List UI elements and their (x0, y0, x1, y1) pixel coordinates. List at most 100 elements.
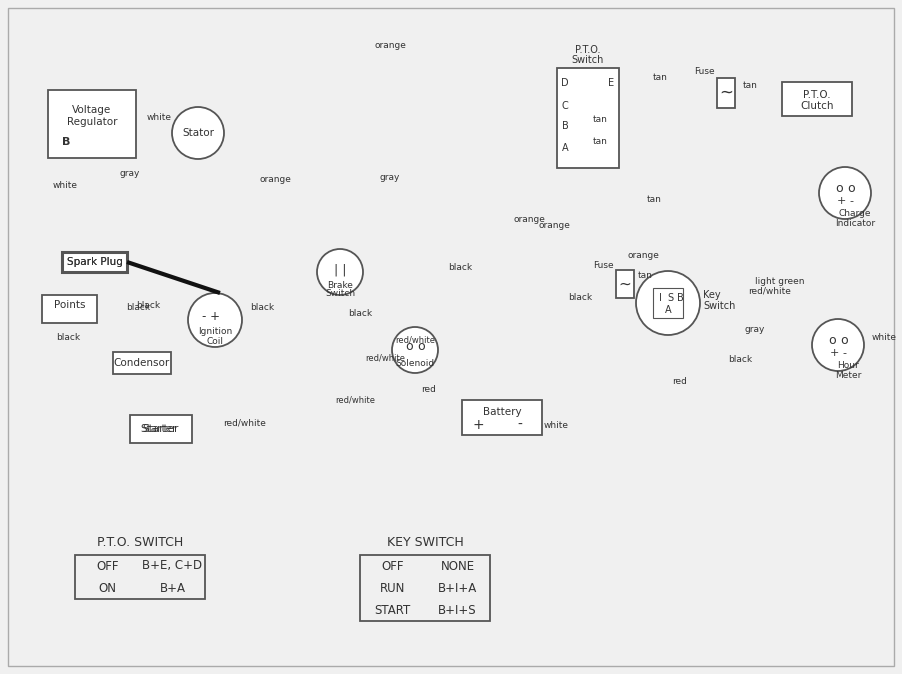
Text: black: black (348, 309, 372, 317)
Text: gray: gray (380, 173, 400, 183)
Text: Solenoid: Solenoid (395, 359, 435, 367)
Text: Indicator: Indicator (835, 218, 875, 228)
Bar (462, 400, 542, 435)
Text: B+E, C+D: B+E, C+D (143, 559, 203, 572)
Text: black: black (56, 334, 80, 342)
Text: -: - (842, 348, 846, 358)
Bar (130, 415, 192, 443)
Text: Hour: Hour (837, 361, 859, 369)
Bar (75, 555, 205, 599)
Text: orange: orange (513, 216, 545, 224)
Text: o: o (828, 334, 836, 346)
Text: orange: orange (628, 251, 660, 259)
Text: white: white (872, 332, 897, 342)
Text: o: o (418, 340, 425, 353)
Text: S: S (667, 293, 673, 303)
Text: Fuse: Fuse (594, 260, 614, 270)
Text: black: black (126, 303, 150, 313)
Text: Ignition: Ignition (198, 328, 232, 336)
Bar (113, 352, 171, 374)
Text: OFF: OFF (97, 559, 119, 572)
Text: Charge: Charge (839, 208, 871, 218)
Text: Switch: Switch (325, 290, 355, 299)
Text: red/white: red/white (365, 353, 405, 363)
Text: light green: light green (755, 276, 805, 286)
Text: Switch: Switch (572, 55, 604, 65)
Text: tan: tan (593, 137, 607, 146)
Text: ~: ~ (719, 84, 733, 102)
Text: OFF: OFF (382, 559, 404, 572)
Text: START: START (374, 603, 410, 617)
Text: C: C (562, 101, 568, 111)
Text: D: D (561, 78, 569, 88)
Text: ~: ~ (619, 276, 631, 291)
Text: B+I+S: B+I+S (438, 603, 477, 617)
Text: Meter: Meter (835, 371, 861, 379)
Circle shape (172, 107, 224, 159)
Text: tan: tan (652, 73, 667, 82)
Text: red/white: red/white (395, 336, 435, 344)
Text: Battery: Battery (483, 407, 521, 417)
Text: A: A (665, 305, 671, 315)
Text: o: o (847, 181, 855, 195)
Text: Condensor: Condensor (114, 358, 170, 368)
Bar (62, 252, 127, 272)
Circle shape (819, 167, 871, 219)
Text: A: A (562, 143, 568, 153)
Text: red/white: red/white (335, 396, 375, 404)
Text: gray: gray (120, 168, 140, 177)
Text: B: B (62, 137, 70, 147)
Text: tan: tan (742, 80, 758, 90)
Text: - +: - + (202, 311, 220, 324)
Bar (48, 90, 136, 158)
Bar (616, 270, 634, 298)
Text: I: I (658, 293, 661, 303)
Text: Starter: Starter (141, 424, 177, 434)
Text: orange: orange (374, 40, 406, 49)
Text: white: white (53, 181, 78, 191)
Text: Switch: Switch (703, 301, 735, 311)
Text: B+A: B+A (160, 582, 186, 594)
Text: P.T.O.: P.T.O. (575, 45, 601, 55)
Text: black: black (136, 301, 160, 309)
Text: Key: Key (703, 290, 721, 300)
Text: red: red (673, 377, 687, 386)
Text: RUN: RUN (380, 582, 405, 594)
Text: tan: tan (647, 195, 662, 204)
Text: Clutch: Clutch (800, 101, 833, 111)
Text: black: black (568, 293, 592, 303)
Text: Stator: Stator (182, 128, 214, 138)
Text: B: B (562, 121, 568, 131)
Circle shape (392, 327, 438, 373)
Bar (653, 288, 683, 318)
Text: Points: Points (54, 300, 86, 310)
Text: black: black (448, 262, 472, 272)
Text: B: B (676, 293, 684, 303)
Text: +: + (472, 418, 483, 432)
Text: -: - (849, 196, 853, 206)
Text: white: white (146, 113, 171, 123)
Text: Fuse: Fuse (695, 67, 715, 77)
Circle shape (317, 249, 363, 295)
Text: Coil: Coil (207, 336, 224, 346)
Text: ON: ON (98, 582, 116, 594)
Text: Spark Plug: Spark Plug (67, 257, 123, 267)
Text: black: black (728, 355, 752, 365)
Text: P.T.O. SWITCH: P.T.O. SWITCH (97, 537, 183, 549)
Bar (782, 82, 852, 116)
Bar (717, 78, 735, 108)
Bar (360, 555, 490, 621)
Text: P.T.O.: P.T.O. (803, 90, 831, 100)
Text: o: o (840, 334, 848, 346)
Text: gray: gray (745, 326, 765, 334)
Text: orange: orange (259, 175, 291, 185)
Text: Starter: Starter (143, 424, 179, 434)
Text: tan: tan (638, 272, 652, 280)
Text: orange: orange (538, 220, 570, 230)
Circle shape (188, 293, 242, 347)
Text: -: - (518, 418, 522, 432)
Text: white: white (544, 421, 569, 429)
Text: o: o (405, 340, 413, 353)
Bar (557, 68, 619, 168)
Circle shape (636, 271, 700, 335)
